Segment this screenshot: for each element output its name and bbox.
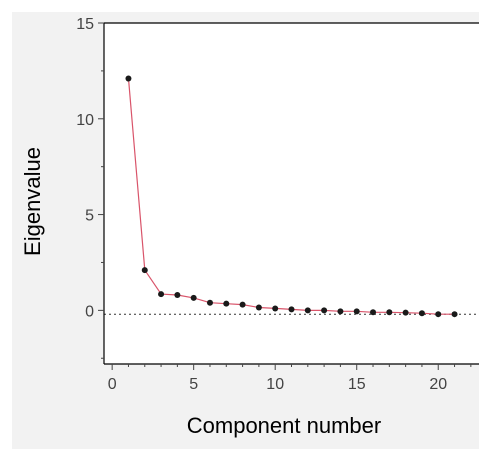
data-point xyxy=(158,291,165,298)
x-tick-label: 15 xyxy=(348,376,366,393)
x-tick-label: 0 xyxy=(108,376,117,393)
data-point xyxy=(190,294,197,301)
data-point xyxy=(321,307,328,314)
data-point xyxy=(370,309,377,316)
data-point xyxy=(353,308,360,315)
data-point xyxy=(337,308,344,315)
data-point xyxy=(386,309,393,316)
x-tick-label: 5 xyxy=(189,376,198,393)
x-tick-label: 10 xyxy=(266,376,284,393)
data-point xyxy=(435,311,442,318)
data-point xyxy=(239,301,246,308)
x-tick-label: 20 xyxy=(429,376,447,393)
data-point xyxy=(174,292,181,299)
y-tick-label: 15 xyxy=(76,16,94,33)
data-point xyxy=(451,311,458,318)
data-point xyxy=(141,267,148,274)
data-point xyxy=(418,310,425,317)
data-point xyxy=(206,299,213,306)
y-tick-label: 0 xyxy=(85,303,94,320)
data-point xyxy=(255,304,262,311)
data-point xyxy=(223,300,230,307)
x-axis-title: Component number xyxy=(187,413,381,438)
y-tick-label: 10 xyxy=(76,112,94,129)
data-point xyxy=(288,306,295,313)
y-tick-label: 5 xyxy=(85,208,94,225)
y-axis-title: Eigenvalue xyxy=(20,147,45,256)
data-point xyxy=(402,309,409,316)
data-point xyxy=(272,305,279,312)
data-point xyxy=(304,307,311,314)
data-point xyxy=(125,75,132,82)
